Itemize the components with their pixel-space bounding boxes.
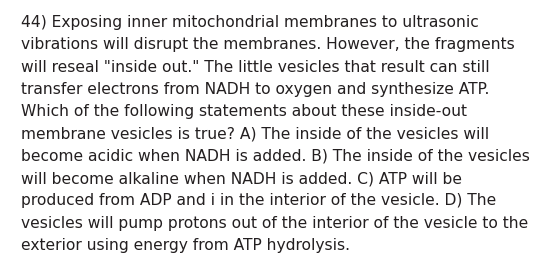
Text: become acidic when NADH is added. B) The inside of the vesicles: become acidic when NADH is added. B) The…: [21, 149, 530, 164]
Text: Which of the following statements about these inside-out: Which of the following statements about …: [21, 104, 467, 119]
Text: exterior using energy from ATP hydrolysis.: exterior using energy from ATP hydrolysi…: [21, 238, 350, 253]
Text: vibrations will disrupt the membranes. However, the fragments: vibrations will disrupt the membranes. H…: [21, 37, 515, 52]
Text: membrane vesicles is true? A) The inside of the vesicles will: membrane vesicles is true? A) The inside…: [21, 126, 489, 141]
Text: will become alkaline when NADH is added. C) ATP will be: will become alkaline when NADH is added.…: [21, 171, 462, 186]
Text: transfer electrons from NADH to oxygen and synthesize ATP.: transfer electrons from NADH to oxygen a…: [21, 82, 489, 97]
Text: 44) Exposing inner mitochondrial membranes to ultrasonic: 44) Exposing inner mitochondrial membran…: [21, 15, 479, 30]
Text: produced from ADP and i in the interior of the vesicle. D) The: produced from ADP and i in the interior …: [21, 193, 497, 208]
Text: vesicles will pump protons out of the interior of the vesicle to the: vesicles will pump protons out of the in…: [21, 216, 528, 231]
Text: will reseal "inside out." The little vesicles that result can still: will reseal "inside out." The little ves…: [21, 60, 490, 75]
